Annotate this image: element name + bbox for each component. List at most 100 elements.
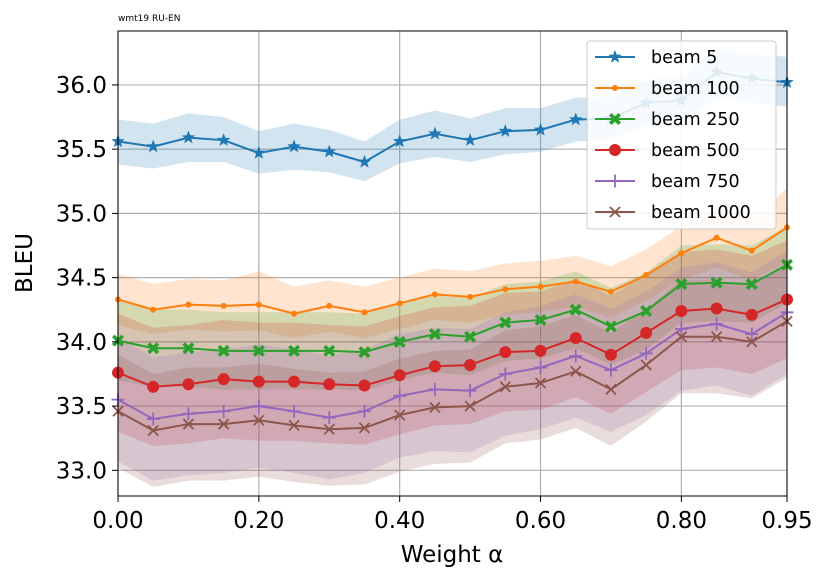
beam-500-point: [217, 373, 230, 386]
x-tick-label: 0.40: [374, 508, 425, 534]
beam-750-point: [357, 404, 371, 418]
beam-500-point: [288, 375, 301, 388]
beam-5-point: [322, 144, 337, 158]
beam-250-point: [710, 276, 723, 289]
beam-500-point: [745, 308, 758, 321]
y-tick-label: 33.0: [56, 458, 107, 484]
legend-marker: [609, 144, 621, 156]
beam-500-point: [640, 326, 653, 339]
legend-box: [586, 40, 777, 230]
x-axis-label: Weight α: [401, 542, 504, 568]
beam-500-point: [499, 346, 512, 359]
beam-100-point: [255, 301, 262, 308]
legend: beam 5 beam 100 beam 250 beam 500 beam 750 be…: [586, 40, 777, 230]
beam-250-point: [358, 346, 371, 359]
beam-1000-point: [182, 418, 195, 430]
beam-5-point: [392, 134, 407, 148]
y-tick-label: 35.0: [56, 201, 107, 227]
beam-1000-point: [710, 331, 723, 343]
beam-750-point: [604, 363, 618, 377]
beam-1000-point: [288, 419, 300, 431]
beam-5-point: [181, 130, 196, 144]
x-tick-label: 0.00: [92, 508, 143, 534]
beam-1000-point: [464, 400, 476, 412]
beam-1000-band: [118, 264, 787, 488]
chart-title: wmt19 RU-EN: [118, 14, 180, 24]
beam-100-point: [467, 293, 474, 300]
x-axis-ticks: 0.00 0.20 0.40 0.60 0.80 0.95: [92, 496, 813, 534]
beam-1000-point: [640, 359, 652, 371]
beam-250-point: [147, 342, 160, 355]
beam-5-point: [146, 139, 161, 153]
beam-250-point: [217, 344, 230, 357]
beam-100-point: [326, 302, 333, 309]
beam-1000-point: [217, 418, 230, 430]
beam-250-point: [640, 305, 653, 318]
x-tick-label: 0.20: [233, 508, 284, 534]
beam-500-point: [464, 358, 477, 371]
beam-500-point: [569, 332, 582, 345]
legend-marker: [609, 113, 621, 125]
y-tick-label: 33.5: [56, 394, 107, 420]
beam-5-point: [568, 112, 583, 126]
beam-750-point: [393, 389, 407, 403]
beam-500-point: [182, 378, 195, 391]
beam-250-point: [288, 344, 301, 357]
beam-5-point: [463, 132, 478, 147]
beam-100-point: [748, 247, 755, 254]
beam-100-point: [361, 309, 368, 316]
beam-250-point: [745, 278, 758, 291]
x-tick-label: 0.95: [761, 508, 812, 534]
beam-250-point: [534, 314, 547, 327]
beam-750-point: [498, 367, 512, 381]
beam-100-band: [118, 187, 787, 338]
beam-1000-point: [746, 336, 758, 348]
beam-500-point: [428, 360, 441, 373]
beam-5-point: [533, 122, 548, 136]
beam-250-point: [428, 328, 441, 341]
beam-500-point: [675, 305, 688, 318]
beam-100-line: [117, 226, 788, 315]
beam-1000-point: [499, 381, 511, 393]
beam-100-point: [150, 306, 157, 313]
beam-500-point: [393, 369, 406, 382]
beam-750-point: [534, 361, 548, 375]
y-tick-label: 34.0: [56, 330, 107, 356]
beam-100-point: [396, 300, 403, 307]
beam-1000-point: [534, 377, 547, 389]
beam-100-point: [572, 278, 579, 285]
beam-250-point: [182, 342, 195, 355]
beam-1000-point: [147, 424, 159, 437]
beam-100-point: [291, 310, 298, 317]
y-tick-label: 36.0: [56, 73, 107, 99]
y-tick-label: 34.5: [56, 266, 107, 292]
beam-1000-point: [358, 422, 371, 434]
y-axis-ticks: 33.0 33.5 34.0 34.5 35.0 35.5 36.0: [56, 73, 118, 484]
beam-250-point: [569, 303, 582, 316]
beam-5-point: [251, 145, 266, 159]
beam-5-point: [357, 154, 372, 168]
beam-750-point: [428, 382, 442, 396]
beam-1000-point: [253, 414, 265, 426]
beam-250-point: [464, 330, 477, 343]
beam-750-point: [322, 411, 336, 425]
beam-750-point: [745, 327, 759, 341]
beam-500-point: [358, 379, 371, 392]
beam-100-point: [643, 272, 650, 279]
beam-750-point: [287, 404, 301, 418]
beam-750-point: [710, 317, 724, 331]
beam-100-point: [713, 234, 720, 241]
beam-250-point: [252, 344, 265, 357]
series-markers: [111, 64, 794, 437]
beam-250-point: [323, 344, 336, 357]
x-tick-label: 0.80: [656, 508, 707, 534]
beam-100-point: [185, 301, 192, 308]
beam-750-point: [217, 404, 231, 418]
plot-frame: [117, 30, 788, 497]
beam-250-point: [675, 278, 688, 291]
y-tick-label: 35.5: [56, 137, 107, 163]
beam-1000-point: [570, 365, 582, 378]
beam-5-point: [287, 139, 301, 153]
legend-label: beam 1000: [651, 203, 751, 223]
